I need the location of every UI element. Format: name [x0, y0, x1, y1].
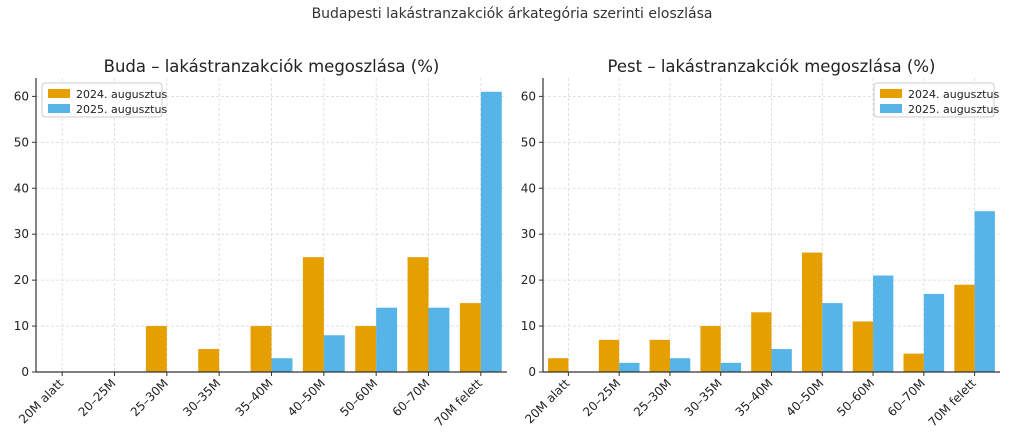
pest-bar-2024 [751, 312, 772, 372]
pest-bar-2025 [873, 275, 894, 372]
buda-bar-2024 [198, 349, 220, 372]
pest-x-tick-label: 70M felett [926, 376, 979, 429]
buda-y-tick-label: 60 [14, 89, 29, 103]
buda-y-tick-label: 0 [21, 365, 29, 379]
pest-legend-label-2024: 2024. augusztus [908, 88, 999, 101]
pest-legend-box [873, 82, 995, 118]
pest-legend-swatch-2024 [880, 89, 902, 98]
buda-y-tick-label: 30 [14, 227, 29, 241]
pest-bar-2025 [619, 362, 640, 372]
buda-x-tick-label: 30–35M [180, 376, 223, 419]
buda-legend: 2024. augusztus 2025. augusztus [41, 82, 167, 118]
buda-x-tick-label: 25–30M [128, 376, 171, 419]
buda-legend-label-2025: 2025. augusztus [76, 103, 167, 116]
pest-bar-2024 [548, 358, 569, 372]
pest-y-tick-label: 60 [521, 89, 536, 103]
buda-legend-label-2024: 2024. augusztus [76, 88, 167, 101]
pest-x-tick-label: 60–70M [885, 376, 928, 419]
pest-bar-2025 [669, 358, 691, 372]
pest-x-tick-label: 35–40M [733, 376, 776, 419]
buda-chart-panel: Buda – lakástranzakciók megoszlása (%) 0 1… [14, 57, 507, 429]
buda-x-tick-label: 60–70M [390, 376, 433, 419]
buda-bar-2024 [355, 326, 377, 372]
buda-x-tick-label: 20M alatt [16, 376, 66, 426]
pest-bar-2024 [903, 353, 924, 372]
pest-x-tick-label: 30–35M [682, 376, 725, 419]
pest-x-tick-label: 25–30M [631, 376, 674, 419]
pest-y-tick-label: 30 [521, 227, 536, 241]
pest-y-tick-label: 10 [521, 319, 536, 333]
buda-legend-swatch-2025 [48, 104, 70, 113]
buda-legend-swatch-2024 [48, 89, 70, 98]
pest-bar-2024 [852, 321, 874, 372]
buda-legend-box [41, 82, 163, 118]
pest-bar-2024 [700, 326, 721, 372]
buda-x-tick-label: 50–60M [337, 376, 380, 419]
pest-bar-2025 [720, 362, 742, 372]
buda-chart-title: Buda – lakástranzakciók megoszlása (%) [104, 57, 440, 76]
pest-x-tick-label: 40–50M [783, 376, 826, 419]
pest-chart-title: Pest – lakástranzakciók megoszlása (%) [608, 57, 936, 76]
pest-bar-2024 [649, 339, 670, 372]
buda-bar-2024 [459, 303, 481, 372]
buda-x-tick-label: 35–40M [233, 376, 276, 419]
buda-x-tick-label: 20–25M [76, 376, 119, 419]
pest-bar-2025 [923, 293, 945, 372]
buda-bar-2025 [271, 358, 293, 372]
buda-bar-2024 [250, 326, 272, 372]
buda-y-tick-label: 10 [14, 319, 29, 333]
pest-x-tick-label: 20–25M [580, 376, 623, 419]
buda-bar-2024 [145, 326, 167, 372]
pest-y-tick-label: 40 [521, 181, 536, 195]
buda-y-tick-label: 20 [14, 273, 29, 287]
buda-x-tick-label: 70M felett [432, 376, 485, 429]
pest-legend-swatch-2025 [880, 104, 902, 113]
buda-bar-2025 [376, 307, 398, 372]
figure-suptitle: Budapesti lakástranzakciók árkategória s… [311, 6, 713, 22]
pest-legend-label-2025: 2025. augusztus [908, 103, 999, 116]
pest-bar-2025 [771, 349, 792, 372]
pest-y-tick-label: 20 [521, 273, 536, 287]
buda-bar-2024 [407, 257, 429, 372]
buda-y-tick-label: 40 [14, 181, 29, 195]
pest-bar-2024 [954, 284, 975, 372]
pest-x-tick-label: 20M alatt [522, 376, 572, 426]
pest-bar-2024 [801, 252, 823, 372]
buda-bar-2024 [302, 257, 324, 372]
pest-chart-panel: Pest – lakástranzakciók megoszlása (%) 0 1… [521, 57, 1000, 429]
pest-y-tick-label: 50 [521, 135, 536, 149]
buda-x-tick-label: 40–50M [285, 376, 328, 419]
pest-x-tick-label: 50–60M [834, 376, 877, 419]
pest-bar-2025 [974, 211, 995, 372]
buda-bar-2025 [323, 335, 345, 372]
pest-legend: 2024. augusztus 2025. augusztus [873, 82, 999, 118]
pest-bar-2024 [598, 339, 620, 372]
buda-bar-2025 [428, 307, 450, 372]
buda-bar-2025 [480, 91, 502, 372]
pest-bar-2025 [822, 303, 843, 372]
pest-y-tick-label: 0 [528, 365, 536, 379]
buda-y-tick-label: 50 [14, 135, 29, 149]
